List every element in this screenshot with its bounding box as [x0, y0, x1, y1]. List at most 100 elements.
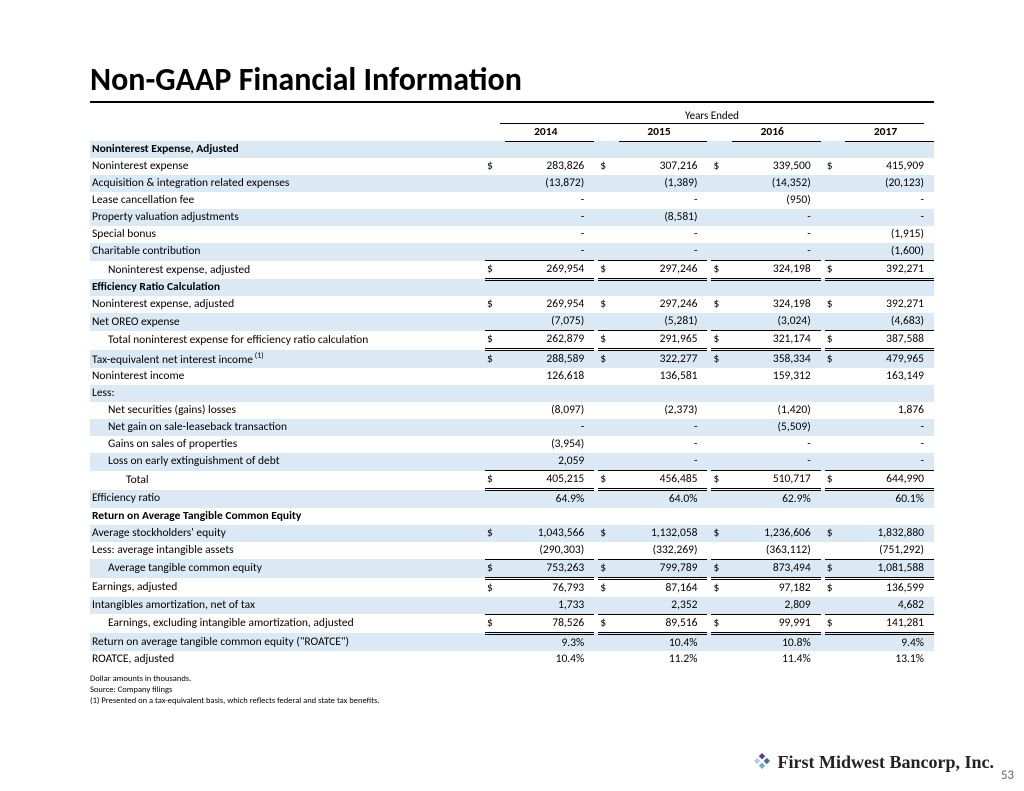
- cell-value: (8,097): [505, 402, 594, 419]
- currency-symbol: $: [485, 296, 505, 313]
- row-label: Noninterest income: [90, 368, 485, 385]
- row-label: Noninterest Expense, Adjusted: [90, 141, 485, 158]
- currency-symbol: $: [711, 261, 731, 280]
- currency-symbol: [711, 633, 731, 651]
- cell-value: 1,132,058: [619, 525, 708, 542]
- page-number: 53: [1001, 768, 1014, 783]
- footnote-2: Source: Company filings: [90, 685, 934, 696]
- currency-symbol: [485, 508, 505, 525]
- row-label: Special bonus: [90, 226, 485, 243]
- currency-symbol: [485, 597, 505, 614]
- currency-symbol: [711, 453, 731, 470]
- col-2014: 2014: [505, 124, 594, 141]
- cell-value: -: [505, 419, 594, 436]
- currency-symbol: [711, 279, 731, 296]
- row-label: Average stockholders' equity: [90, 525, 485, 542]
- currency-symbol: [825, 597, 845, 614]
- cell-value: (4,683): [845, 313, 934, 330]
- table-row: Total noninterest expense for efficiency…: [90, 331, 934, 350]
- currency-symbol: $: [485, 525, 505, 542]
- currency-symbol: [825, 368, 845, 385]
- currency-symbol: $: [825, 350, 845, 369]
- table-row: Noninterest expense$283,826$307,216$339,…: [90, 158, 934, 175]
- currency-symbol: [598, 508, 618, 525]
- cell-value: -: [845, 209, 934, 226]
- cell-value: [732, 508, 821, 525]
- currency-symbol: $: [711, 158, 731, 175]
- cell-value: 87,164: [619, 578, 708, 596]
- currency-symbol: [825, 192, 845, 209]
- currency-symbol: [485, 243, 505, 260]
- currency-symbol: [711, 402, 731, 419]
- cell-value: 60.1%: [845, 490, 934, 508]
- cell-value: 291,965: [619, 331, 708, 350]
- currency-symbol: [598, 226, 618, 243]
- cell-value: 873,494: [732, 559, 821, 578]
- currency-symbol: $: [711, 525, 731, 542]
- table-row: Total$405,215$456,485$510,717$644,990: [90, 471, 934, 490]
- currency-symbol: [598, 651, 618, 668]
- currency-symbol: $: [825, 331, 845, 350]
- cell-value: -: [732, 436, 821, 453]
- cell-value: 479,965: [845, 350, 934, 369]
- currency-symbol: [598, 141, 618, 158]
- currency-symbol: [485, 141, 505, 158]
- cell-value: 510,717: [732, 471, 821, 490]
- cell-value: (1,389): [619, 175, 708, 192]
- currency-symbol: [485, 279, 505, 296]
- currency-symbol: $: [485, 614, 505, 633]
- currency-symbol: $: [598, 559, 618, 578]
- cell-value: 11.2%: [619, 651, 708, 668]
- currency-symbol: [598, 597, 618, 614]
- cell-value: [619, 141, 708, 158]
- table-row: Charitable contribution---(1,600): [90, 243, 934, 260]
- currency-symbol: $: [485, 331, 505, 350]
- table-row: Return on Average Tangible Common Equity: [90, 508, 934, 525]
- cell-value: 283,826: [505, 158, 594, 175]
- currency-symbol: [485, 192, 505, 209]
- currency-symbol: [598, 402, 618, 419]
- years-ended-header: Years Ended: [490, 109, 934, 124]
- table-row: Tax-equivalent net interest income (1)$2…: [90, 350, 934, 369]
- row-label: Gains on sales of properties: [90, 436, 485, 453]
- table-row: Efficiency ratio64.9%64.0%62.9%60.1%: [90, 490, 934, 508]
- cell-value: (8,581): [619, 209, 708, 226]
- cell-value: 97,182: [732, 578, 821, 596]
- table-row: Average stockholders' equity$1,043,566$1…: [90, 525, 934, 542]
- cell-value: 2,809: [732, 597, 821, 614]
- cell-value: [845, 508, 934, 525]
- cell-value: (20,123): [845, 175, 934, 192]
- cell-value: (1,600): [845, 243, 934, 260]
- currency-symbol: [825, 402, 845, 419]
- cell-value: 456,485: [619, 471, 708, 490]
- col-2015: 2015: [619, 124, 708, 141]
- table-row: Net OREO expense(7,075)(5,281)(3,024)(4,…: [90, 313, 934, 330]
- currency-symbol: [598, 419, 618, 436]
- cell-value: 76,793: [505, 578, 594, 596]
- currency-symbol: [598, 453, 618, 470]
- currency-symbol: [485, 542, 505, 559]
- cell-value: 1,832,880: [845, 525, 934, 542]
- table-row: Earnings, adjusted$76,793$87,164$97,182$…: [90, 578, 934, 596]
- row-label: Intangibles amortization, net of tax: [90, 597, 485, 614]
- table-row: Intangibles amortization, net of tax1,73…: [90, 597, 934, 614]
- currency-symbol: $: [598, 296, 618, 313]
- row-label: Efficiency Ratio Calculation: [90, 279, 485, 296]
- currency-symbol: $: [825, 559, 845, 578]
- currency-symbol: [711, 243, 731, 260]
- currency-symbol: [485, 419, 505, 436]
- cell-value: -: [619, 419, 708, 436]
- row-label: Lease cancellation fee: [90, 192, 485, 209]
- currency-symbol: [711, 226, 731, 243]
- table-row: Acquisition & integration related expens…: [90, 175, 934, 192]
- currency-symbol: [598, 243, 618, 260]
- currency-symbol: [598, 436, 618, 453]
- currency-symbol: $: [485, 559, 505, 578]
- cell-value: -: [505, 226, 594, 243]
- cell-value: [732, 279, 821, 296]
- row-label: Tax-equivalent net interest income (1): [90, 350, 485, 369]
- row-label: Less:: [90, 385, 485, 402]
- cell-value: (363,112): [732, 542, 821, 559]
- col-2016: 2016: [732, 124, 821, 141]
- cell-value: 324,198: [732, 296, 821, 313]
